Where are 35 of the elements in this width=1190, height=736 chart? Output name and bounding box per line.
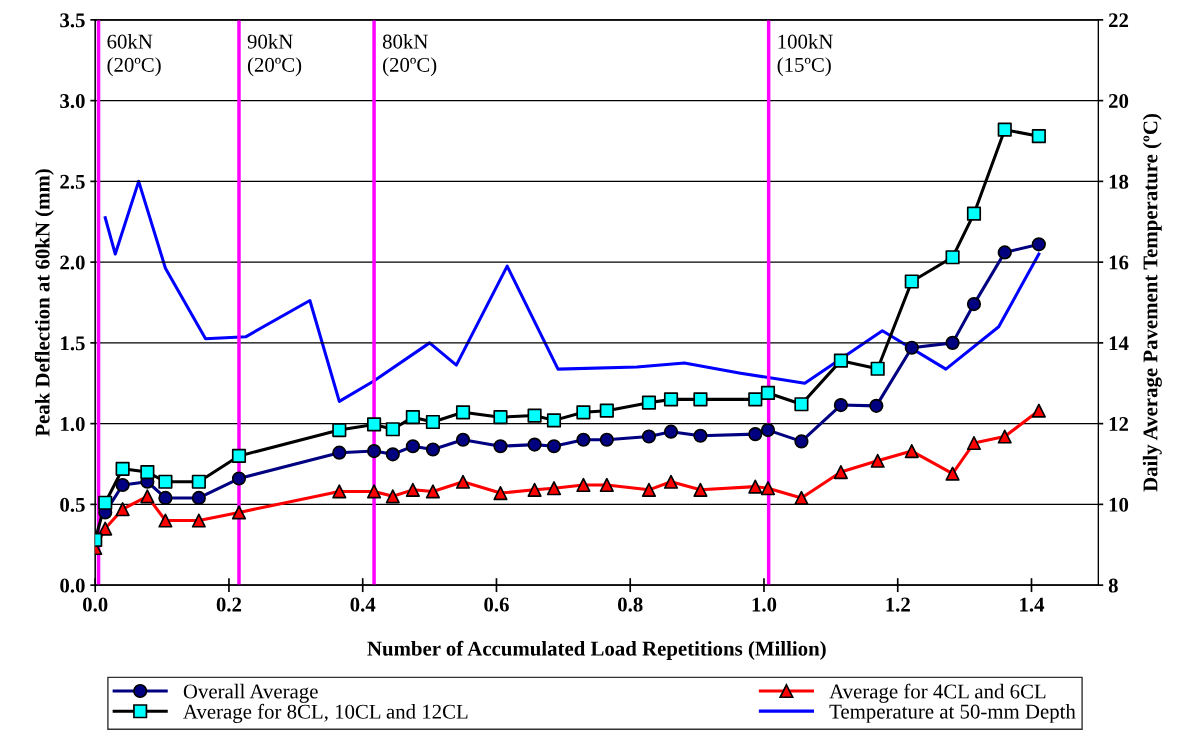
x-tick-label: 0.8 <box>618 597 643 612</box>
y2-tick-label: 12 <box>1109 417 1129 431</box>
y2-tick-label: 18 <box>1109 174 1129 189</box>
y2-tick-label: 16 <box>1109 255 1129 270</box>
ref-line-label: 80kN (20ºC) <box>382 34 437 77</box>
x-tick-label: 1.4 <box>1020 597 1045 612</box>
legend-label: Average for 8CL, 10CL and 12CL <box>183 703 468 724</box>
y2-tick-label: 8 <box>1108 578 1118 593</box>
y2-tick-label: 14 <box>1109 336 1129 351</box>
y2-tick-label: 22 <box>1108 13 1129 28</box>
x-tick-label: 0.6 <box>484 597 509 612</box>
x-axis-title: Number of Accumulated Load Repetitions (Million) <box>367 640 826 660</box>
y-tick-label: 3.5 <box>60 13 85 28</box>
ref-line-label: 60kN (20ºC) <box>107 34 161 77</box>
ref-line-label: 100kN (15ºC) <box>777 34 833 77</box>
x-tick-label: 0.2 <box>216 597 242 612</box>
y-tick-label: 1.5 <box>61 336 85 351</box>
legend-label: Average for 4CL and 6CL <box>829 683 1046 703</box>
y2-tick-label: 10 <box>1109 497 1129 512</box>
x-tick-label: 1.2 <box>886 597 910 612</box>
legend-label: Temperature at 50-mm Depth <box>829 703 1076 723</box>
y-axis-title: Peak Deflection at 60kN (mm) <box>34 169 54 437</box>
legend-label: Overall Average <box>183 683 318 703</box>
x-tick-label: 1.0 <box>752 597 777 612</box>
y-tick-label: 3.0 <box>60 94 85 109</box>
y-tick-label: 2.5 <box>60 174 85 189</box>
y2-axis-title: Daily Average Pavement Temperature (ºC) <box>1142 114 1162 492</box>
x-tick-label: 0.4 <box>350 597 376 612</box>
y-tick-label: 0.0 <box>60 578 85 593</box>
x-tick-label: 0.0 <box>82 597 108 612</box>
y-tick-label: 2.0 <box>60 255 85 270</box>
y2-tick-label: 20 <box>1108 94 1129 109</box>
y-tick-label: 0.5 <box>60 497 85 512</box>
ref-line-label: 90kN (20ºC) <box>247 34 302 77</box>
y-tick-label: 1.0 <box>61 416 85 432</box>
